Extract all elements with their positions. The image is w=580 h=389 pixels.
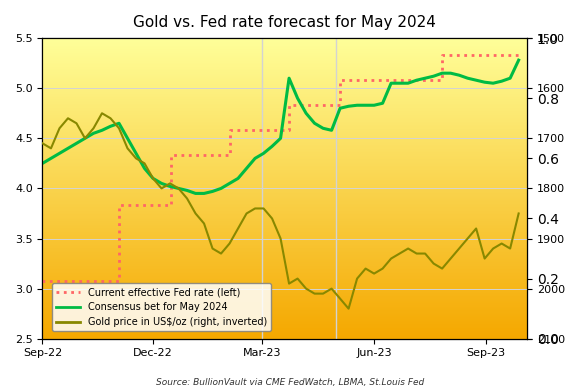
Text: Source: BullionVault via CME FedWatch, LBMA, St.Louis Fed: Source: BullionVault via CME FedWatch, L… <box>156 378 424 387</box>
Title: Gold vs. Fed rate forecast for May 2024: Gold vs. Fed rate forecast for May 2024 <box>133 15 436 30</box>
Legend: Current effective Fed rate (left), Consensus bet for May 2024, Gold price in US$: Current effective Fed rate (left), Conse… <box>52 283 271 331</box>
